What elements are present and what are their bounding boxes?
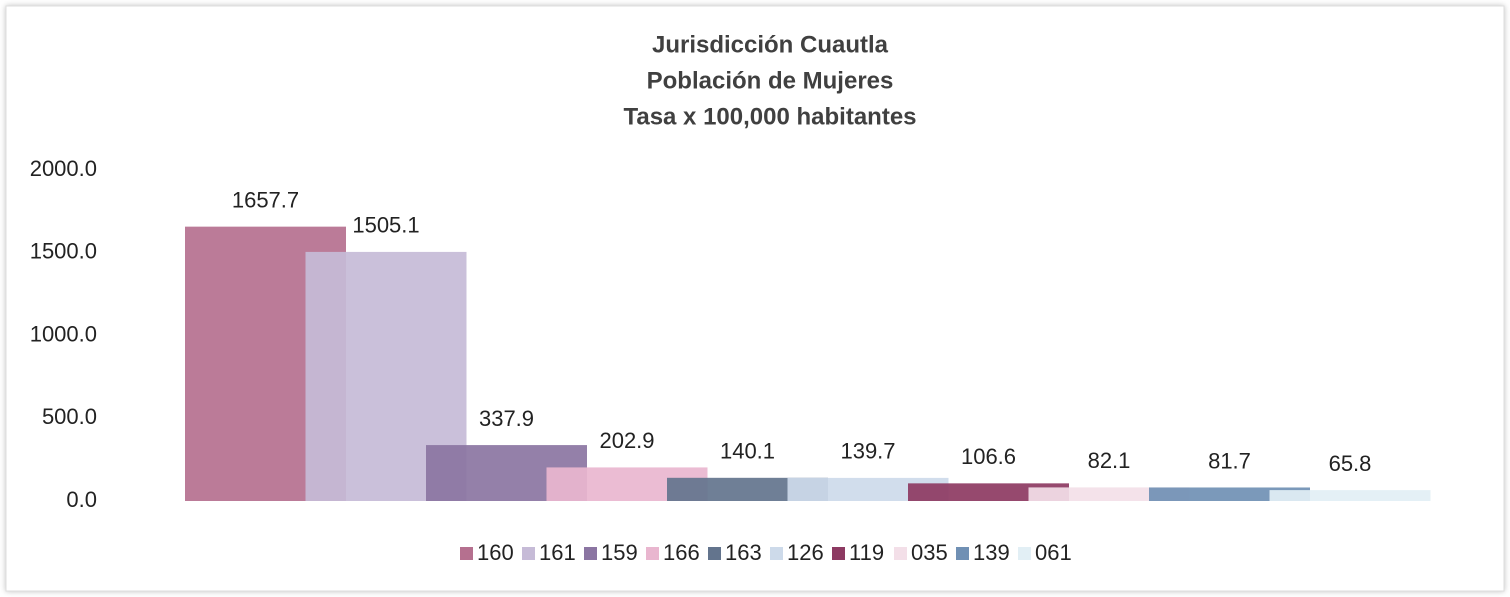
legend-label: 139 [973, 540, 1010, 565]
chart-title: Jurisdicción Cuautla [652, 31, 889, 58]
legend-label: 126 [787, 540, 824, 565]
legend-swatch [1018, 547, 1031, 560]
legend-swatch [832, 547, 845, 560]
legend-swatch [956, 547, 969, 560]
y-tick-label: 1000.0 [30, 321, 97, 346]
legend-swatch [460, 547, 473, 560]
bar [1269, 490, 1431, 501]
data-label: 81.7 [1208, 448, 1251, 473]
chart-title: Población de Mujeres [647, 67, 894, 94]
legend-label: 161 [539, 540, 576, 565]
legend-swatch [894, 547, 907, 560]
data-label: 82.1 [1088, 448, 1131, 473]
legend-label: 159 [601, 540, 638, 565]
y-tick-label: 2000.0 [30, 156, 97, 181]
legend-label: 061 [1035, 540, 1072, 565]
legend-swatch [770, 547, 783, 560]
legend-swatch [522, 547, 535, 560]
data-label: 337.9 [479, 406, 534, 431]
legend-label: 160 [477, 540, 514, 565]
legend-label: 119 [849, 540, 884, 565]
data-label: 1505.1 [352, 213, 419, 238]
data-label: 140.1 [720, 439, 775, 464]
legend-label: 166 [663, 540, 700, 565]
data-label: 106.6 [961, 444, 1016, 469]
legend-swatch [584, 547, 597, 560]
legend-label: 163 [725, 540, 762, 565]
y-tick-label: 500.0 [42, 404, 97, 429]
y-tick-label: 0.0 [66, 487, 97, 512]
legend-label: 035 [911, 540, 948, 565]
legend-swatch [646, 547, 659, 560]
data-label: 65.8 [1329, 451, 1372, 476]
y-tick-label: 1500.0 [30, 239, 97, 264]
data-label: 139.7 [840, 439, 895, 464]
legend-swatch [708, 547, 721, 560]
chart-title: Tasa x 100,000 habitantes [623, 103, 916, 130]
data-label: 202.9 [599, 428, 654, 453]
data-label: 1657.7 [232, 187, 299, 212]
